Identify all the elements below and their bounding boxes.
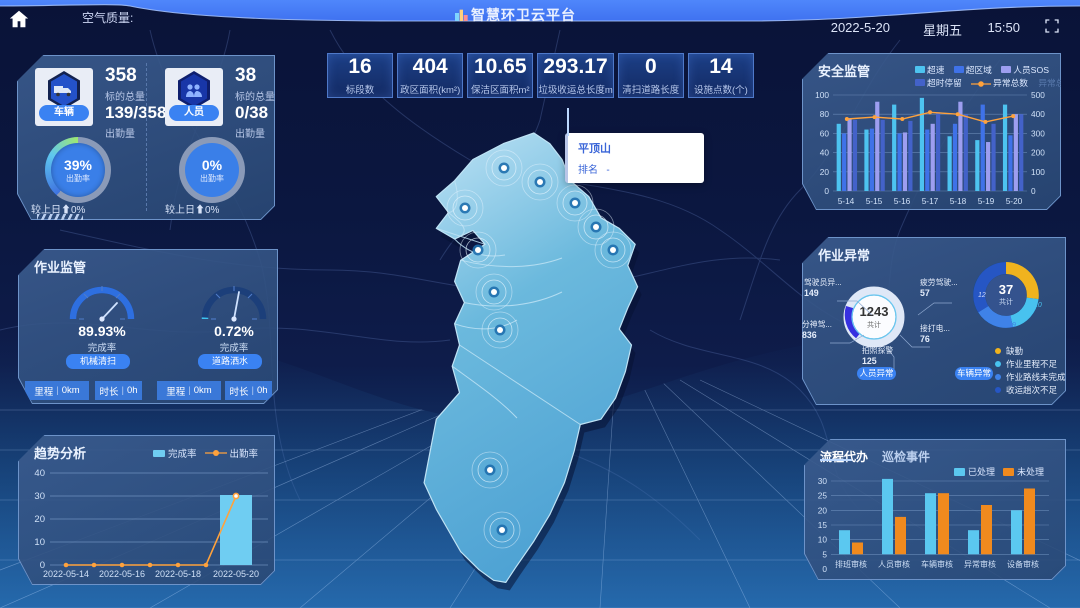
svg-text:5-20: 5-20: [1006, 196, 1023, 206]
svg-text:37: 37: [999, 282, 1013, 297]
svg-text:20: 20: [34, 514, 45, 525]
svg-text:5-19: 5-19: [978, 196, 995, 206]
svg-text:5-14: 5-14: [838, 196, 855, 206]
svg-text:30: 30: [818, 476, 828, 486]
svg-text:12: 12: [978, 292, 986, 299]
svg-text:0: 0: [822, 564, 827, 573]
svg-text:5-16: 5-16: [894, 196, 911, 206]
svg-text:80: 80: [820, 109, 830, 119]
svg-text:10: 10: [1034, 302, 1042, 309]
svg-text:15: 15: [818, 520, 828, 530]
svg-text:500: 500: [1031, 90, 1045, 100]
svg-text:5-15: 5-15: [866, 196, 883, 206]
svg-text:异常审核: 异常审核: [964, 559, 996, 569]
svg-text:2022-05-14: 2022-05-14: [43, 569, 89, 578]
svg-text:设备审核: 设备审核: [1007, 559, 1039, 569]
svg-text:20: 20: [820, 167, 830, 177]
svg-text:0: 0: [824, 186, 829, 196]
svg-text:5-17: 5-17: [922, 196, 939, 206]
svg-text:6: 6: [1019, 272, 1023, 279]
svg-text:100: 100: [815, 90, 829, 100]
svg-text:100: 100: [1031, 167, 1045, 177]
svg-text:60: 60: [820, 128, 830, 138]
svg-text:排班审核: 排班审核: [835, 559, 867, 569]
svg-text:400: 400: [1031, 109, 1045, 119]
svg-text:30: 30: [34, 491, 45, 502]
svg-text:5-18: 5-18: [950, 196, 967, 206]
svg-text:25: 25: [818, 491, 828, 501]
svg-text:200: 200: [1031, 148, 1045, 158]
svg-text:人员审核: 人员审核: [878, 559, 910, 569]
svg-text:2022-05-18: 2022-05-18: [155, 569, 201, 578]
svg-text:10: 10: [34, 537, 45, 548]
svg-text:20: 20: [818, 505, 828, 515]
svg-text:300: 300: [1031, 128, 1045, 138]
svg-text:2022-05-20: 2022-05-20: [213, 569, 259, 578]
svg-text:40: 40: [820, 148, 830, 158]
svg-text:2022-05-16: 2022-05-16: [99, 569, 145, 578]
svg-text:10: 10: [818, 535, 828, 545]
svg-text:共计: 共计: [999, 297, 1013, 306]
svg-text:9: 9: [1012, 322, 1016, 329]
svg-text:5: 5: [822, 549, 827, 559]
svg-text:车辆审核: 车辆审核: [921, 559, 953, 569]
svg-text:40: 40: [34, 468, 45, 479]
svg-text:0: 0: [1031, 186, 1036, 196]
